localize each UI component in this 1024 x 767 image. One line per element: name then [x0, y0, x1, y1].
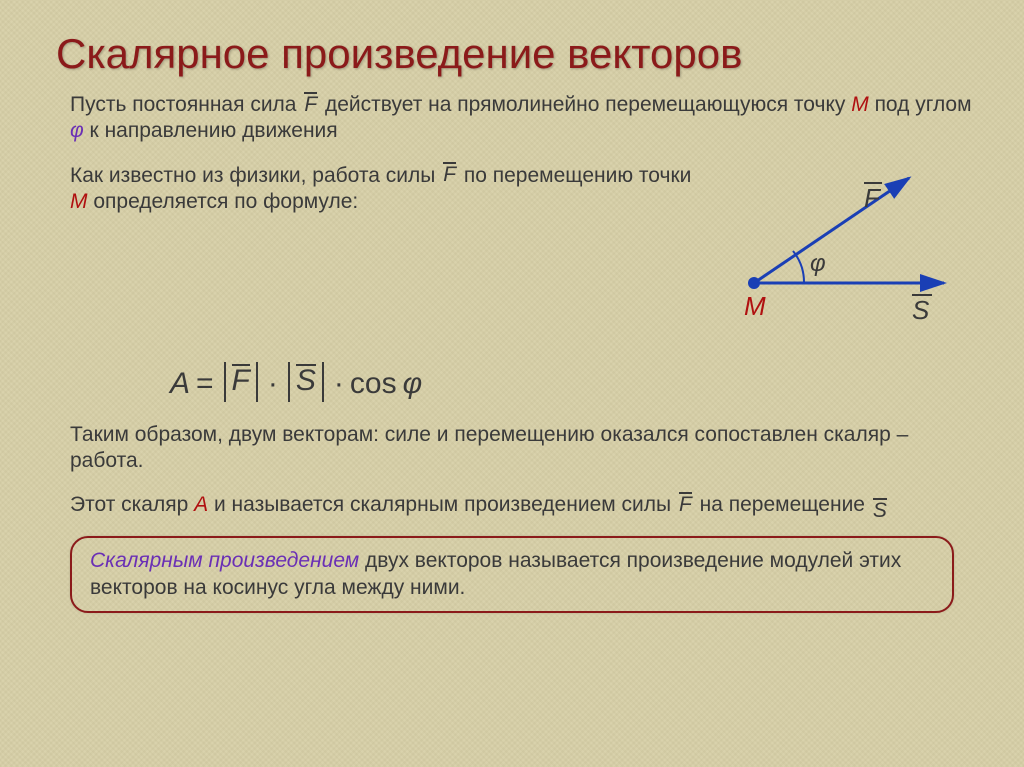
- sym-dot: ·: [268, 367, 278, 401]
- vector-f-inline: F: [304, 92, 317, 115]
- sym-phi: φ: [403, 367, 423, 401]
- f-vector-label: F: [864, 183, 882, 213]
- sym-a: A: [170, 367, 190, 401]
- physics-paragraph: Как известно из физики, работа силы F по…: [70, 163, 704, 216]
- conclusion-2: Этот скаляр А и называется скалярным про…: [70, 492, 974, 518]
- vector-diagram: φ F S M: [714, 163, 974, 338]
- text: на перемещение: [700, 493, 871, 516]
- vector-f-inline: F: [443, 162, 456, 185]
- work-formula: A = F · S · cos φ: [170, 364, 974, 404]
- scalar-a: А: [194, 493, 208, 516]
- sym-dot: ·: [334, 367, 344, 401]
- text: Как известно из физики, работа силы: [70, 164, 441, 187]
- point-m: М: [851, 93, 869, 116]
- mod-f: F: [220, 362, 262, 402]
- text: определяется по формуле:: [93, 190, 358, 213]
- text: действует на прямолинейно перемещающуюся…: [325, 93, 851, 116]
- text: к направлению движения: [90, 119, 338, 142]
- physics-row: Как известно из физики, работа силы F по…: [70, 163, 974, 338]
- slide-title: Скалярное произведение векторов: [56, 30, 974, 78]
- text: и называется скалярным произведением сил…: [214, 493, 677, 516]
- text: Пусть постоянная сила: [70, 93, 302, 116]
- definition-box: Скалярным произведением двух векторов на…: [70, 536, 954, 613]
- text: Этот скаляр: [70, 493, 194, 516]
- m-label: M: [744, 291, 766, 321]
- term: Скалярным произведением: [90, 549, 359, 572]
- text: под углом: [875, 93, 972, 116]
- vector-s-inline: S: [873, 498, 887, 521]
- intro-paragraph: Пусть постоянная сила F действует на пря…: [70, 92, 974, 145]
- sym-cos: cos: [350, 367, 397, 401]
- vector-f-inline: F: [679, 492, 692, 515]
- angle-phi: φ: [70, 119, 84, 142]
- mod-s: S: [284, 362, 328, 402]
- point-m: М: [70, 190, 88, 213]
- f-vector-arrow: [754, 178, 909, 283]
- text: по перемещению точки: [464, 164, 692, 187]
- conclusion-1: Таким образом, двум векторам: силе и пер…: [70, 422, 974, 475]
- definition-text: Скалярным произведением двух векторов на…: [90, 548, 934, 601]
- svg-text:S: S: [912, 295, 930, 325]
- svg-text:F: F: [864, 183, 882, 213]
- s-vector-label: S: [912, 295, 932, 325]
- sym-eq: =: [196, 367, 214, 401]
- phi-label: φ: [810, 250, 826, 277]
